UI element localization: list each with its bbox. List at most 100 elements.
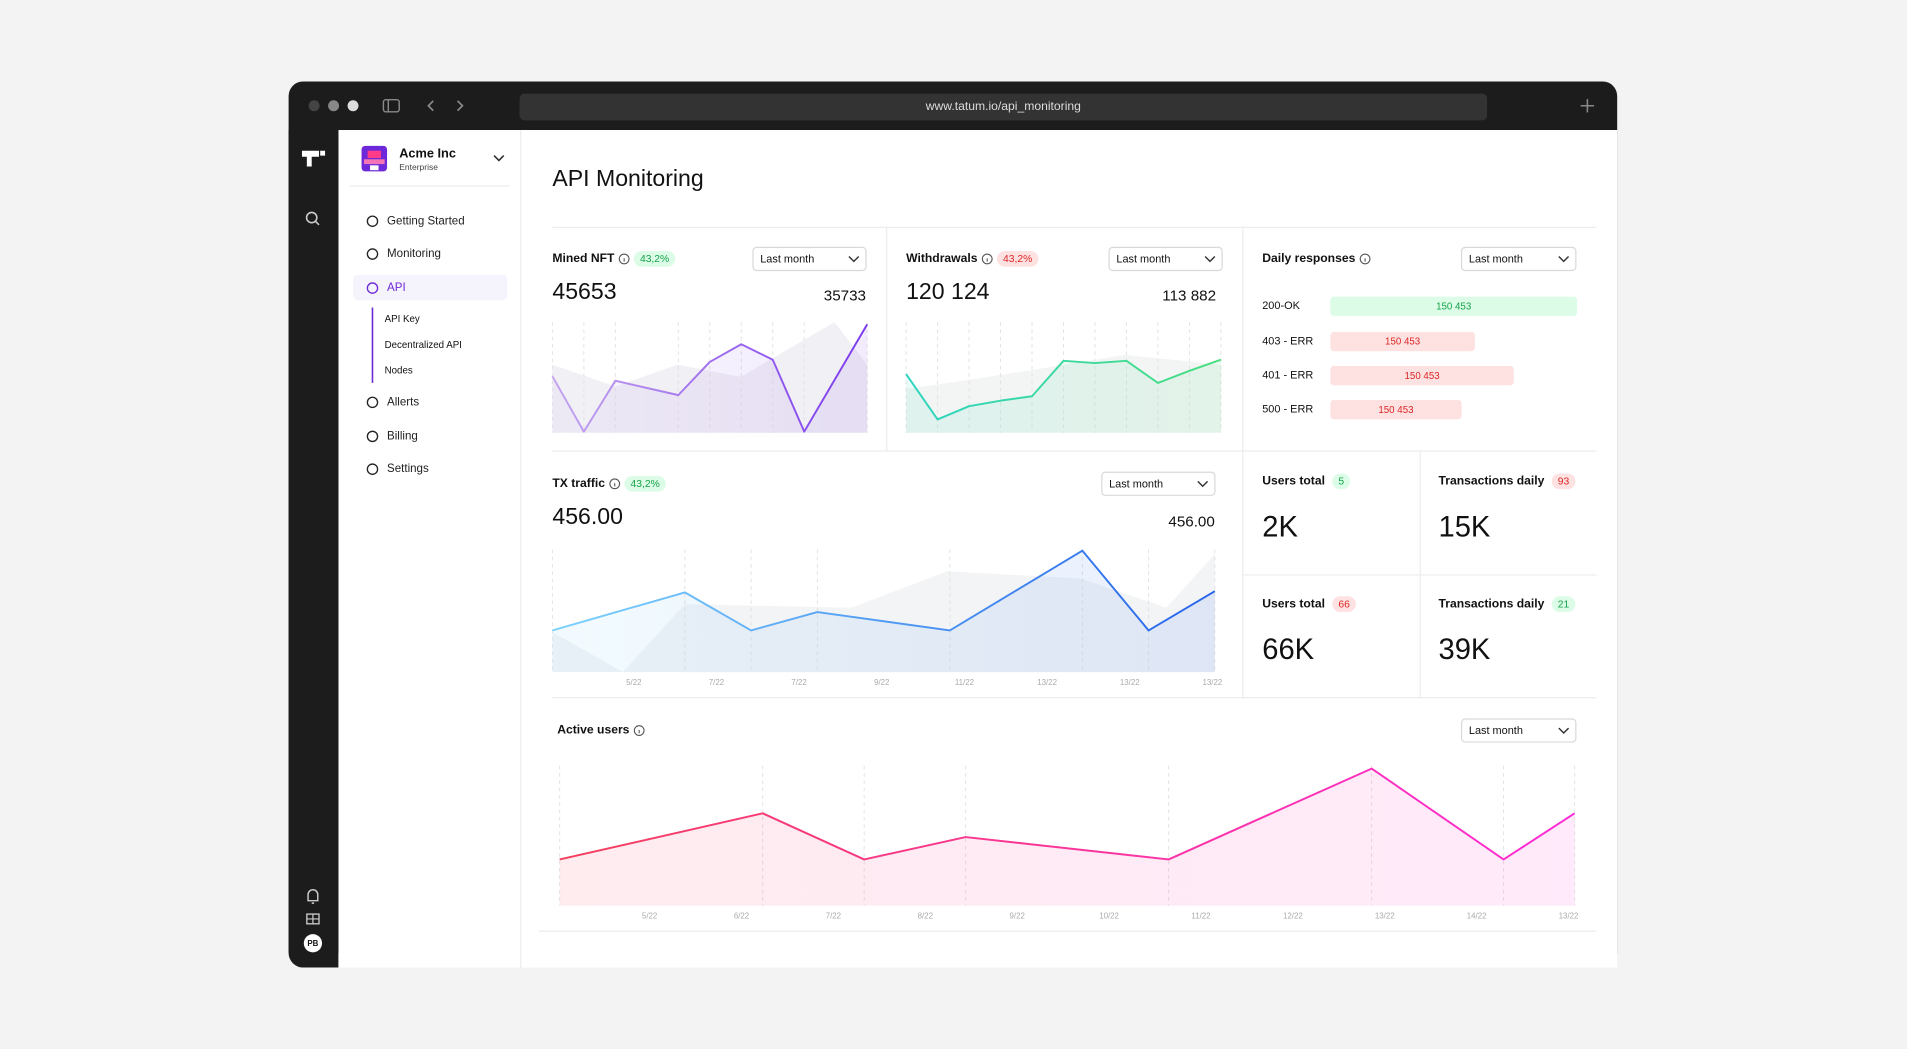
stat-value: 66K [1262, 634, 1314, 666]
nav-item[interactable]: API [387, 282, 406, 294]
x-tick-label: 11/22 [955, 678, 974, 687]
subnav-item[interactable]: API Key [385, 314, 420, 325]
response-value: 150 453 [1405, 371, 1440, 382]
nav-item[interactable]: Getting Started [387, 215, 465, 227]
subnav-item[interactable]: Nodes [385, 365, 413, 376]
x-tick-label: 13/22 [1203, 678, 1223, 687]
badge-text: 43,2% [1003, 254, 1032, 265]
url: www.tatum.io/api_monitoring [925, 99, 1081, 113]
nav-icon [366, 396, 379, 409]
bell-icon[interactable] [307, 889, 319, 904]
response-label: 401 - ERR [1262, 369, 1313, 381]
info-icon[interactable] [609, 478, 621, 490]
x-tick-label: 7/22 [709, 678, 724, 687]
x-tick-label: 13/22 [1559, 912, 1579, 921]
badge-bg [624, 475, 666, 492]
card-secondary: 113 882 [1162, 288, 1216, 305]
window-dot[interactable] [328, 100, 340, 112]
response-value: 150 453 [1385, 337, 1420, 348]
stat-value: 39K [1438, 634, 1490, 666]
badge-bg [633, 251, 676, 267]
search-icon-handle [314, 220, 320, 226]
area [552, 324, 868, 433]
dropdown[interactable] [1108, 246, 1223, 272]
badge-text: 43,2% [631, 479, 660, 490]
org-plan: Enterprise [399, 162, 438, 172]
nav-icon [366, 282, 379, 294]
url-bar[interactable] [519, 93, 1488, 121]
response-bar [1330, 365, 1514, 386]
nav-item[interactable]: Monitoring [387, 248, 441, 260]
x-tick-label: 13/22 [1375, 912, 1395, 921]
nav-item[interactable]: Billing [387, 430, 418, 442]
window-dot[interactable] [308, 100, 320, 112]
nav-active-bg [353, 274, 508, 301]
dropdown[interactable] [1101, 471, 1216, 496]
card-title: Users total [1262, 596, 1325, 610]
x-tick-label: 9/22 [874, 678, 889, 687]
badge-text: 93 [1558, 477, 1570, 488]
badge-bg [1332, 596, 1356, 613]
area [552, 550, 1215, 673]
card-title: Mined NFT [552, 251, 615, 265]
info-icon[interactable] [981, 253, 993, 265]
org-chevron[interactable] [493, 155, 505, 162]
x-tick-label: 10/22 [1099, 912, 1119, 921]
badge-text: 66 [1338, 599, 1350, 610]
dropdown[interactable] [1460, 718, 1577, 743]
area [906, 359, 1221, 433]
avatar-initials: PB [307, 939, 318, 948]
badge: 43,2% [996, 251, 1039, 267]
info-icon[interactable] [633, 725, 645, 736]
card-title: Daily responses [1262, 251, 1355, 265]
badge-bg [996, 251, 1039, 267]
response-bar [1330, 399, 1462, 420]
response-label: 500 - ERR [1262, 404, 1313, 416]
logo[interactable] [301, 150, 326, 167]
nav-item[interactable]: Allerts [387, 396, 419, 408]
x-tick-label: 8/22 [918, 912, 933, 921]
sidebar-toggle[interactable] [382, 98, 400, 113]
dropdown-chevron [1558, 727, 1570, 734]
dropdown-chevron [1197, 480, 1209, 488]
response-value: 150 453 [1378, 405, 1413, 416]
card-title: Users total [1262, 474, 1325, 488]
card-title: TX traffic [552, 476, 605, 490]
subnav-item[interactable]: Decentralized API [385, 340, 462, 351]
org-logo[interactable] [361, 145, 388, 172]
card-title: Transactions daily [1438, 474, 1544, 488]
search-icon[interactable] [305, 211, 318, 224]
badge: 5 [1332, 473, 1351, 490]
nav-item[interactable]: Settings [387, 463, 429, 475]
dropdown-chevron [848, 255, 860, 263]
dropdown[interactable] [752, 246, 867, 272]
dropdown-label: Last month [1116, 253, 1170, 265]
forward-button[interactable] [456, 100, 464, 112]
badge-bg [1551, 596, 1576, 613]
info-icon[interactable] [1359, 253, 1371, 265]
page-title: API Monitoring [552, 165, 703, 191]
card-secondary: 456.00 [1168, 514, 1214, 531]
window-dot[interactable] [347, 100, 359, 112]
back-button[interactable] [427, 100, 434, 112]
card-value: 45653 [552, 278, 616, 304]
new-tab[interactable] [1580, 99, 1595, 113]
x-tick-label: 9/22 [1010, 912, 1025, 921]
line [551, 323, 869, 433]
response-bar [1330, 296, 1578, 317]
x-tick-label: 14/22 [1467, 912, 1487, 921]
dropdown-label: Last month [1469, 253, 1523, 265]
line [552, 549, 1216, 632]
avatar[interactable] [303, 934, 323, 953]
stat-value: 2K [1262, 511, 1298, 543]
x-tick-label: 6/22 [734, 912, 749, 921]
badge: 93 [1551, 473, 1576, 490]
org-name: Acme Inc [399, 146, 456, 161]
info-icon[interactable] [618, 253, 630, 265]
response-bar [1330, 331, 1475, 352]
card-value: 456.00 [552, 503, 623, 529]
dropdown[interactable] [1460, 246, 1577, 272]
stat-value: 15K [1438, 511, 1490, 543]
card-title: Transactions daily [1438, 596, 1544, 610]
